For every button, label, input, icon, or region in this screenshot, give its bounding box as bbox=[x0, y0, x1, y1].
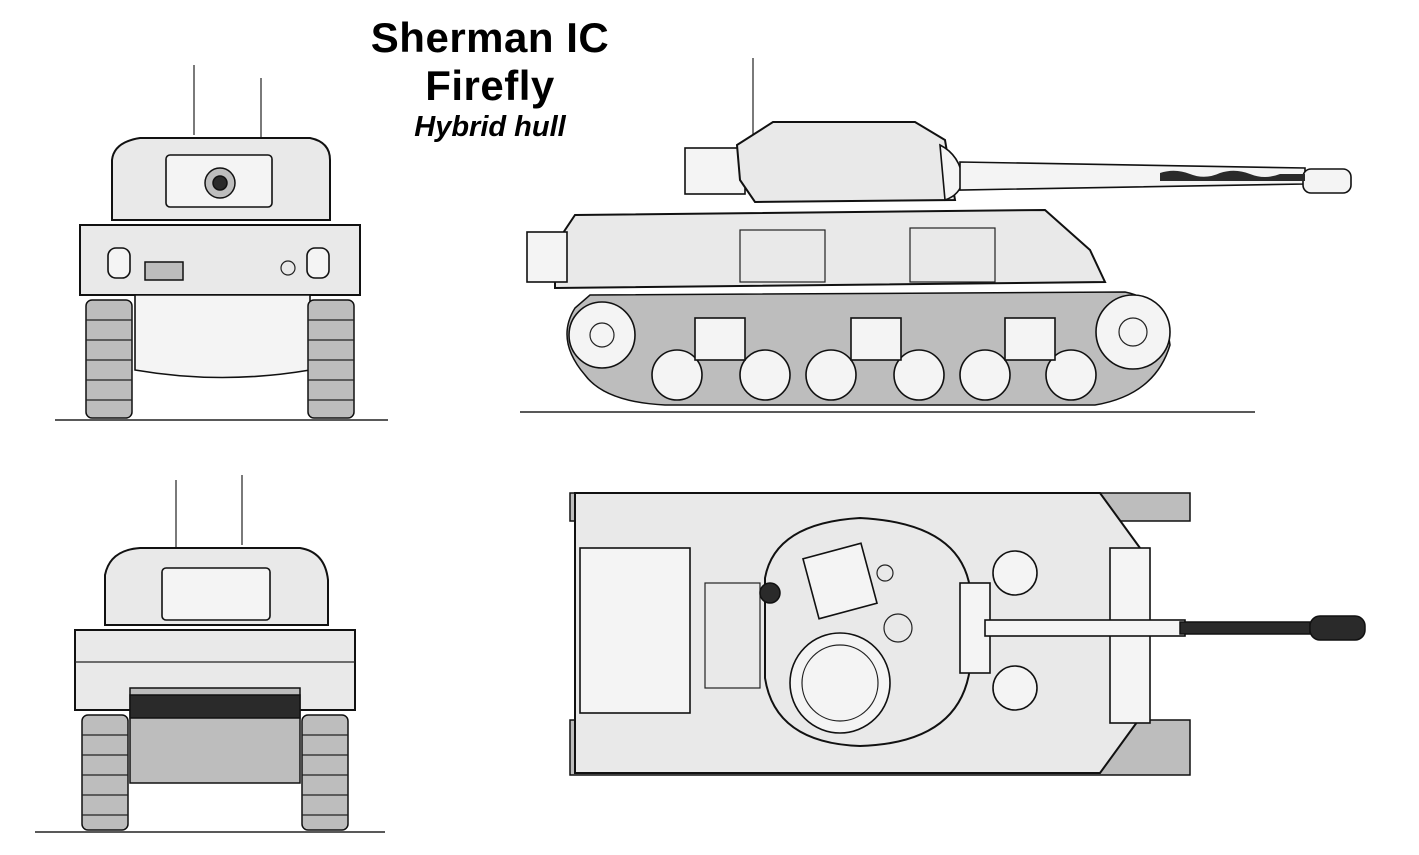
bogie-2 bbox=[850, 317, 902, 361]
headlight-guard-left bbox=[107, 247, 131, 279]
top-view bbox=[569, 492, 1366, 776]
headlight-guard-right bbox=[306, 247, 330, 279]
periscope bbox=[759, 582, 781, 604]
engine-deck bbox=[579, 547, 691, 714]
track-right bbox=[307, 299, 355, 419]
vent-1 bbox=[876, 564, 894, 582]
road-wheel-4 bbox=[893, 349, 945, 401]
road-wheel-2 bbox=[739, 349, 791, 401]
rear-stowage bbox=[526, 231, 568, 283]
rear-track-right bbox=[301, 714, 349, 831]
road-wheels bbox=[651, 349, 1097, 401]
bow-gunner-hatch bbox=[992, 665, 1038, 711]
hull-panel-1 bbox=[739, 229, 826, 283]
front-view bbox=[55, 65, 388, 421]
road-wheel-1 bbox=[651, 349, 703, 401]
bogie-1 bbox=[694, 317, 746, 361]
barrel-camouflage bbox=[1160, 170, 1305, 181]
turret-side bbox=[735, 121, 957, 204]
hull-panel-2 bbox=[909, 227, 996, 283]
gun-bore bbox=[212, 175, 228, 191]
gun-barrel-top bbox=[984, 619, 1186, 637]
rear-track-left bbox=[81, 714, 129, 831]
idler-wheel bbox=[568, 301, 636, 369]
hull-side bbox=[554, 208, 1107, 290]
hull-fitting bbox=[280, 260, 296, 276]
lower-hull bbox=[134, 294, 311, 379]
road-wheel-3 bbox=[805, 349, 857, 401]
title-line-2: Firefly bbox=[425, 62, 555, 109]
rear-view bbox=[35, 475, 385, 833]
muzzle-brake-top bbox=[1309, 615, 1366, 641]
track-left bbox=[85, 299, 133, 419]
subtitle: Hybrid hull bbox=[414, 111, 566, 143]
drive-sprocket bbox=[1095, 294, 1171, 370]
road-wheel-5 bbox=[959, 349, 1011, 401]
road-wheel-6 bbox=[1045, 349, 1097, 401]
side-view bbox=[520, 58, 1352, 413]
bogie-3 bbox=[1004, 317, 1056, 361]
turret-bustle-rear bbox=[161, 567, 271, 621]
exhaust-deflector bbox=[129, 694, 301, 719]
barrel-dark bbox=[1179, 621, 1311, 635]
muzzle-brake bbox=[1302, 168, 1352, 194]
vent-2 bbox=[883, 613, 913, 643]
engine-grille bbox=[704, 582, 761, 689]
turret-bustle bbox=[684, 147, 746, 195]
tow-bracket bbox=[144, 261, 184, 281]
hatch-loader bbox=[789, 632, 891, 734]
title-line-1: Sherman IC bbox=[370, 14, 610, 61]
driver-hatch bbox=[992, 550, 1038, 596]
drawing-title: Sherman IC Firefly Hybrid hull bbox=[330, 14, 650, 144]
hatch-commander bbox=[802, 542, 878, 620]
